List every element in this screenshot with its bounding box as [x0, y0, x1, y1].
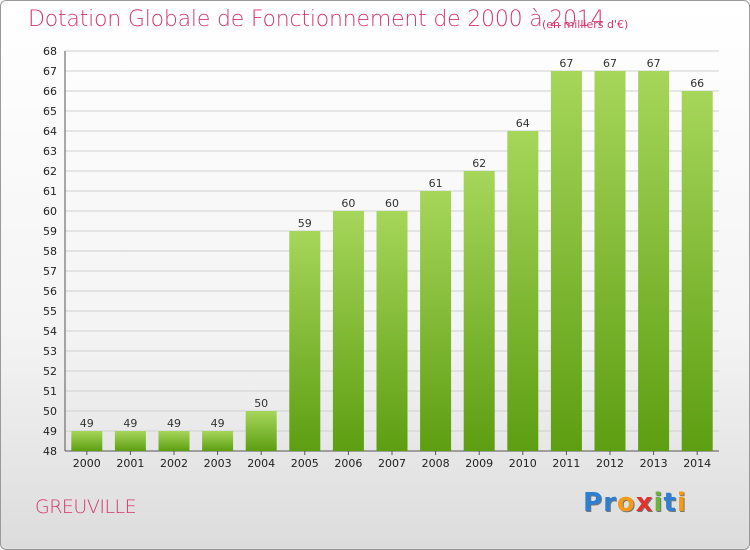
y-tick-label: 67: [43, 65, 57, 78]
y-tick-label: 51: [43, 385, 57, 398]
bars: [71, 71, 713, 451]
x-tick-label: 2010: [509, 457, 537, 470]
data-label: 66: [690, 77, 704, 90]
data-label: 49: [80, 417, 94, 430]
y-tick-labels: 48 49 50 51 52 53 54 55 56 57 58 59 60 61 62 63 64 65 66 67…: [43, 45, 57, 458]
data-label: 50: [254, 397, 268, 410]
y-tick-label: 49: [43, 425, 57, 438]
y-tick-label: 54: [43, 325, 57, 338]
x-tick-label: 2000: [73, 457, 101, 470]
bar: [71, 431, 103, 451]
proxiti-logo: Proxiti: [583, 488, 687, 518]
data-label: 49: [167, 417, 181, 430]
data-label: 62: [472, 157, 486, 170]
x-tick-labels: 2000 2001 2002 2003 2004 2005 2006 2007 2008 2009…: [73, 451, 711, 470]
bar: [550, 71, 582, 451]
x-tick-label: 2001: [116, 457, 144, 470]
x-tick-label: 2004: [247, 457, 275, 470]
data-label: 49: [123, 417, 137, 430]
y-tick-label: 68: [43, 45, 57, 58]
data-label: 64: [516, 117, 530, 130]
town-name: GREUVILLE: [35, 496, 137, 518]
y-tick-label: 60: [43, 205, 57, 218]
y-tick-label: 50: [43, 405, 57, 418]
y-tick-label: 48: [43, 445, 57, 458]
bar: [463, 171, 495, 451]
data-label: 67: [647, 57, 661, 70]
x-tick-label: 2014: [683, 457, 711, 470]
y-tick-label: 66: [43, 85, 57, 98]
y-tick-label: 62: [43, 165, 57, 178]
chart-title: Dotation Globale de Fonctionnement de 20…: [28, 7, 605, 32]
data-label: 60: [341, 197, 355, 210]
y-tick-label: 65: [43, 105, 57, 118]
y-tick-label: 55: [43, 305, 57, 318]
logo-letter: i: [676, 488, 687, 518]
x-tick-label: 2012: [596, 457, 624, 470]
bar: [158, 431, 190, 451]
x-tick-label: 2007: [378, 457, 406, 470]
bar: [114, 431, 146, 451]
bar: [376, 211, 408, 451]
bar: [202, 431, 234, 451]
logo-letter: i: [653, 488, 664, 518]
y-tick-label: 61: [43, 185, 57, 198]
x-tick-label: 2002: [160, 457, 188, 470]
bar: [594, 71, 626, 451]
data-label: 67: [603, 57, 617, 70]
x-tick-label: 2008: [422, 457, 450, 470]
x-tick-label: 2003: [204, 457, 232, 470]
data-label: 67: [559, 57, 573, 70]
bar: [681, 91, 713, 451]
data-label: 61: [429, 177, 443, 190]
y-tick-label: 56: [43, 285, 57, 298]
logo-letter: x: [635, 488, 654, 518]
x-tick-label: 2011: [552, 457, 580, 470]
bar: [289, 231, 321, 451]
data-label: 59: [298, 217, 312, 230]
x-tick-label: 2005: [291, 457, 319, 470]
bar: [507, 131, 539, 451]
logo-letter: t: [663, 488, 677, 518]
y-tick-label: 59: [43, 225, 57, 238]
x-tick-label: 2009: [465, 457, 493, 470]
bar: [245, 411, 277, 451]
data-labels: 49 49 49 49 50 59 60 60 61 62 64 67 67 67 66: [80, 57, 704, 430]
y-tick-label: 63: [43, 145, 57, 158]
x-tick-label: 2013: [640, 457, 668, 470]
bar: [638, 71, 670, 451]
bar: [420, 191, 452, 451]
logo-letter: r: [603, 488, 617, 518]
chart-subtitle: (en milliers d'€): [542, 18, 629, 31]
logo-letter: o: [616, 488, 636, 518]
y-tick-label: 57: [43, 265, 57, 278]
bar: [332, 211, 364, 451]
logo-letter: P: [583, 488, 604, 518]
y-tick-label: 53: [43, 345, 57, 358]
y-tick-label: 58: [43, 245, 57, 258]
data-label: 60: [385, 197, 399, 210]
y-tick-label: 64: [43, 125, 57, 138]
x-tick-label: 2006: [334, 457, 362, 470]
y-tick-label: 52: [43, 365, 57, 378]
data-label: 49: [211, 417, 225, 430]
